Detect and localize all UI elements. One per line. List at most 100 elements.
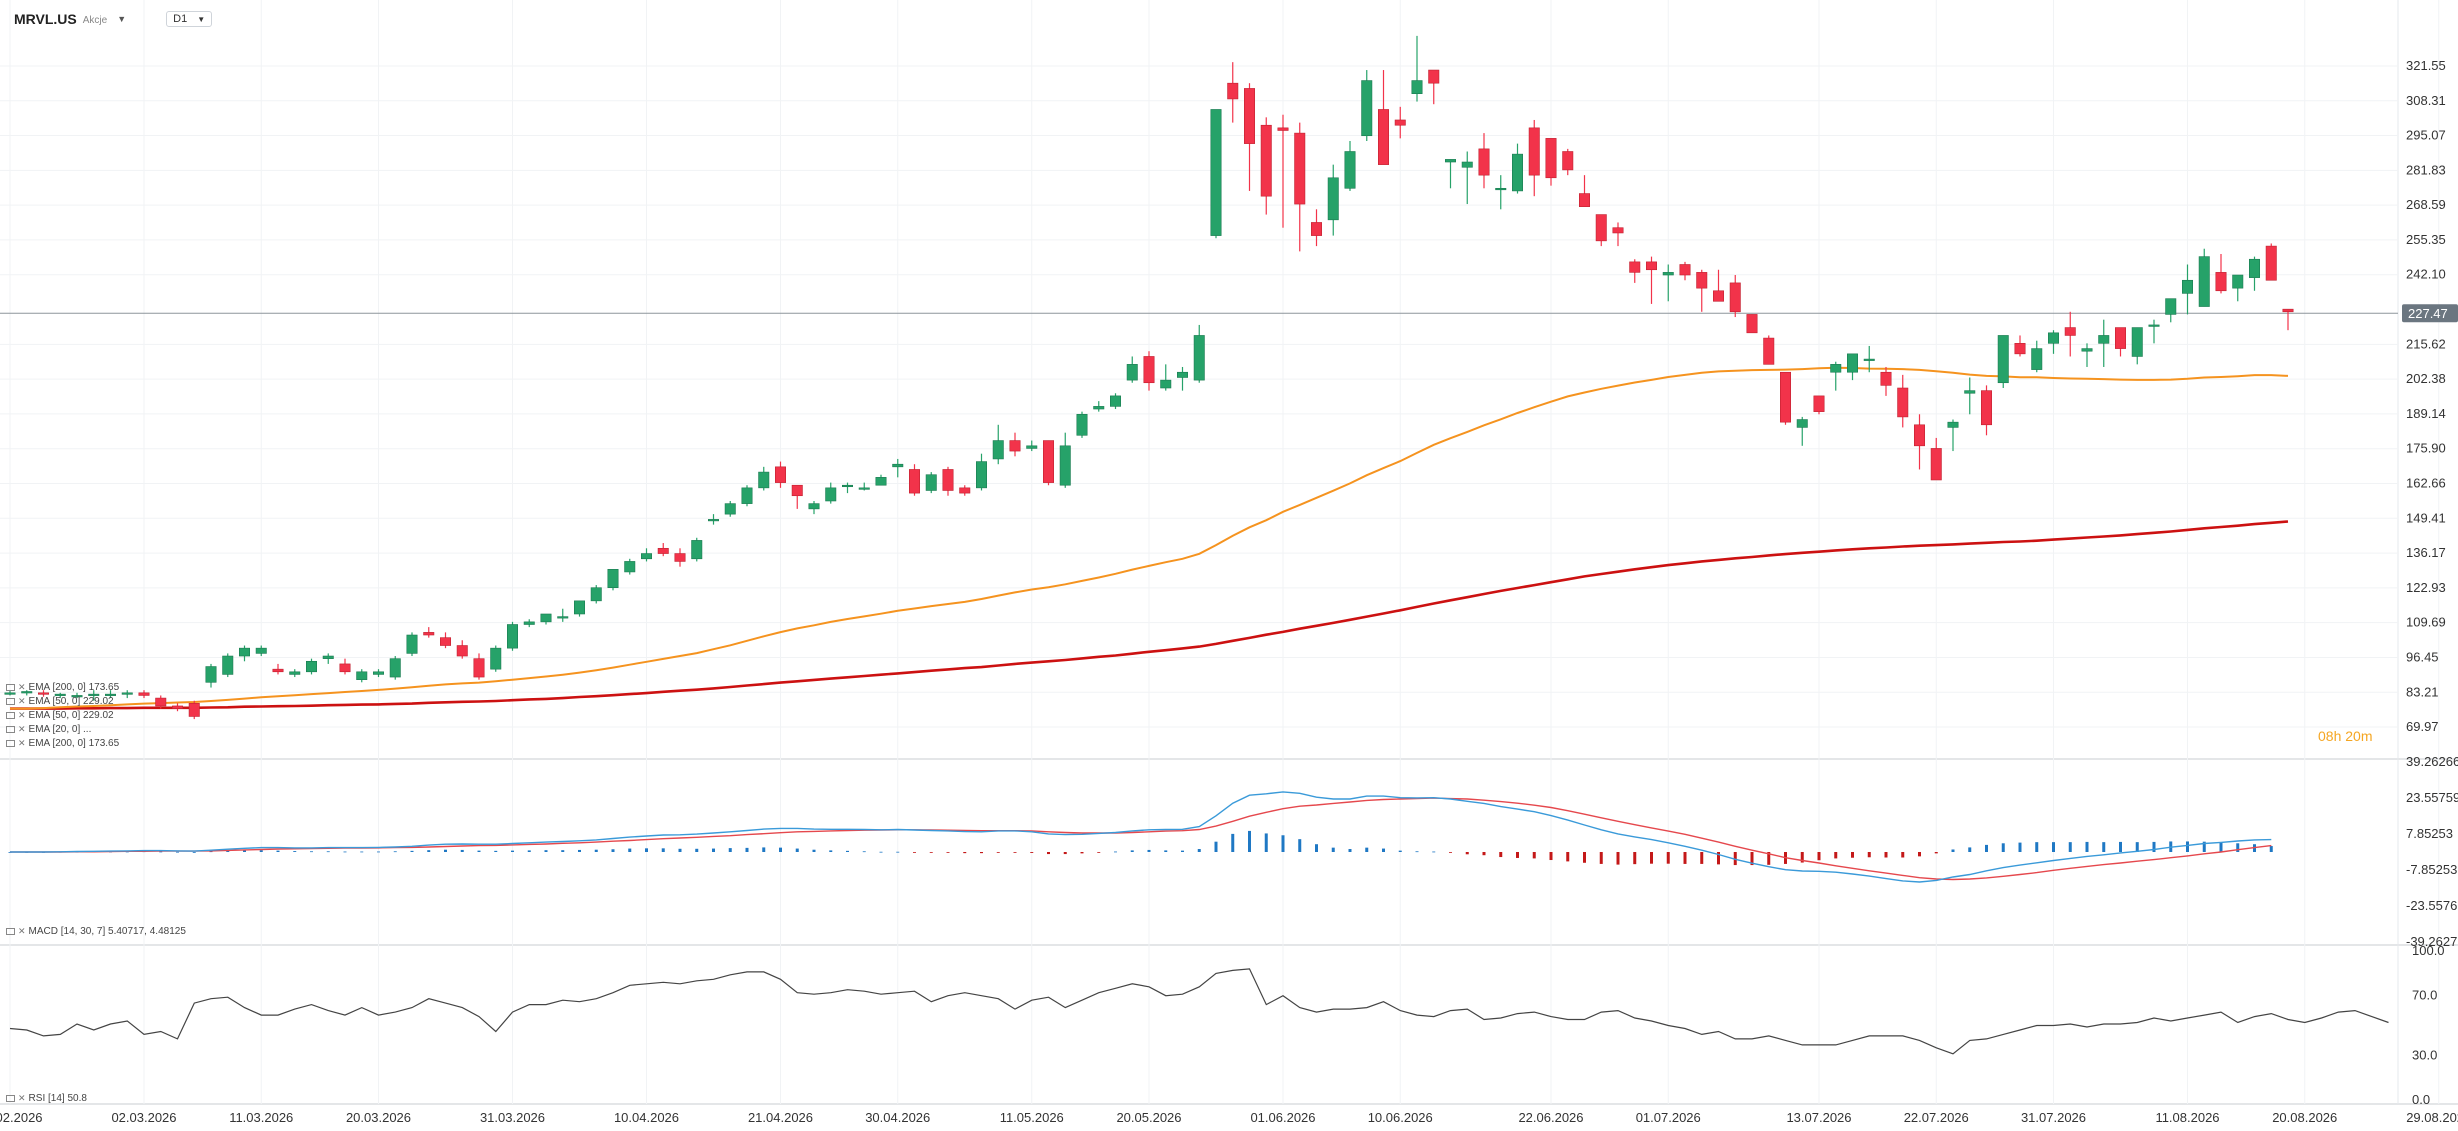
candle-body <box>1093 406 1105 410</box>
candle-body <box>1461 161 1473 168</box>
close-icon[interactable]: ✕ <box>18 724 26 734</box>
legend-macd[interactable]: ✕ MACD [14, 30, 7] 5.40717, 4.48125 <box>6 926 186 937</box>
settings-icon[interactable] <box>6 928 15 935</box>
x-tick-label: 20.05.2026 <box>1116 1110 1181 1125</box>
candle-body <box>1997 335 2009 384</box>
legend-ema50[interactable]: ✕ EMA [50, 0] 229.02 <box>6 696 114 707</box>
candle-body <box>708 519 719 522</box>
macd-tick-label: -23.5576 <box>2406 898 2457 913</box>
close-icon[interactable]: ✕ <box>18 1093 26 1103</box>
close-icon[interactable]: ✕ <box>18 738 26 748</box>
legend-ema50b[interactable]: ✕ EMA [50, 0] 229.02 <box>6 710 114 721</box>
symbol-dropdown-icon[interactable]: ▼ <box>117 14 127 24</box>
x-tick-label: 30.04.2026 <box>865 1110 930 1125</box>
macd-histogram-bar <box>343 851 347 853</box>
settings-icon[interactable] <box>6 684 15 691</box>
x-tick-label: 22.07.2026 <box>1904 1110 1969 1125</box>
macd-histogram-bar <box>879 851 883 853</box>
close-icon[interactable]: ✕ <box>18 710 26 720</box>
candle-body <box>875 477 887 486</box>
candle-body <box>925 474 937 491</box>
symbol-label[interactable]: MRVL.US <box>14 11 77 27</box>
current-price-label: 227.47 <box>2408 306 2448 321</box>
x-tick-label: 22.06.2026 <box>1518 1110 1583 1125</box>
settings-icon[interactable] <box>6 740 15 747</box>
macd-histogram-bar <box>293 851 297 852</box>
candle-body <box>373 671 384 675</box>
x-tick-label: 13.07.2026 <box>1786 1110 1851 1125</box>
close-icon[interactable]: ✕ <box>18 682 26 692</box>
y-tick-label: 136.17 <box>2406 545 2446 560</box>
candle-body <box>473 658 485 678</box>
candle-body <box>976 461 987 489</box>
y-tick-label: 96.45 <box>2406 649 2439 664</box>
macd-histogram-bar <box>1851 851 1854 858</box>
macd-histogram-bar <box>829 850 833 852</box>
candle-body <box>1277 127 1289 131</box>
macd-histogram-bar <box>1516 851 1519 858</box>
rsi-tick-label: 0.0 <box>2412 1092 2430 1107</box>
x-tick-label: 10.06.2026 <box>1368 1110 1433 1125</box>
candle-body <box>1378 109 1389 165</box>
chevron-down-icon: ▼ <box>197 14 206 24</box>
macd-histogram-bar <box>360 851 364 853</box>
candle-body <box>1545 138 1557 179</box>
candle-body <box>741 487 753 504</box>
macd-histogram-bar <box>1549 851 1553 861</box>
close-icon[interactable]: ✕ <box>18 926 26 936</box>
legend-ema200[interactable]: ✕ EMA [200, 0] 173.65 <box>6 682 119 693</box>
legend-ema-hidden[interactable]: ✕ EMA [20, 0] ... <box>6 724 91 735</box>
macd-histogram-bar <box>1465 851 1469 855</box>
candle-body <box>322 655 334 659</box>
macd-histogram-bar <box>1298 839 1302 852</box>
candle-body <box>1294 132 1306 205</box>
settings-icon[interactable] <box>6 712 15 719</box>
candle-body <box>1160 379 1172 389</box>
close-icon[interactable]: ✕ <box>18 696 26 706</box>
candle-body <box>808 503 820 510</box>
candle-body <box>1796 419 1808 428</box>
macd-signal-line <box>10 797 2272 881</box>
candle-body <box>1177 371 1188 378</box>
settings-icon[interactable] <box>6 726 15 733</box>
candle-body <box>607 569 619 589</box>
macd-histogram-bar <box>159 851 163 853</box>
macd-histogram-bar <box>795 848 799 852</box>
y-tick-label: 83.21 <box>2406 684 2439 699</box>
macd-histogram-bar <box>2102 842 2106 852</box>
legend-ema200b[interactable]: ✕ EMA [200, 0] 173.65 <box>6 738 119 749</box>
macd-histogram-bar <box>745 847 749 852</box>
candle-body <box>289 671 301 675</box>
ema-lines <box>10 366 2289 710</box>
macd-histogram-bar <box>2152 841 2156 852</box>
macd-histogram-bar <box>1147 849 1151 852</box>
candle-body <box>2081 348 2093 352</box>
legend-label: EMA [50, 0] 229.02 <box>28 710 114 721</box>
candle-body <box>1143 356 1155 384</box>
macd-histogram-bar <box>1566 851 1570 862</box>
macd-histogram-bar <box>2085 841 2089 852</box>
macd-histogram-bar <box>2135 842 2139 852</box>
candle-body <box>2249 258 2260 278</box>
macd-histogram-bar <box>1884 851 1888 858</box>
macd-histogram-bar <box>1114 851 1117 853</box>
settings-icon[interactable] <box>6 1095 15 1102</box>
timeframe-select[interactable]: D1 ▼ <box>166 11 213 27</box>
candle-body <box>1947 421 1959 428</box>
x-tick-label: 29.08.2026 <box>2406 1110 2458 1125</box>
candle-body <box>1897 387 1909 418</box>
candle-body <box>1344 151 1356 189</box>
settings-icon[interactable] <box>6 698 15 705</box>
macd-histogram-bar <box>712 848 715 852</box>
y-tick-label: 122.93 <box>2406 580 2446 595</box>
macd-histogram-bar <box>1315 844 1318 852</box>
y-tick-label: 255.35 <box>2406 232 2446 247</box>
macd-histogram-bar <box>310 851 313 853</box>
candle-body <box>1746 314 1758 334</box>
candle-body <box>255 647 267 654</box>
candle-body <box>205 666 217 683</box>
legend-rsi[interactable]: ✕ RSI [14] 50.8 <box>6 1093 87 1104</box>
macd-histogram-bar <box>1532 851 1536 859</box>
macd-histogram-bar <box>561 850 565 852</box>
